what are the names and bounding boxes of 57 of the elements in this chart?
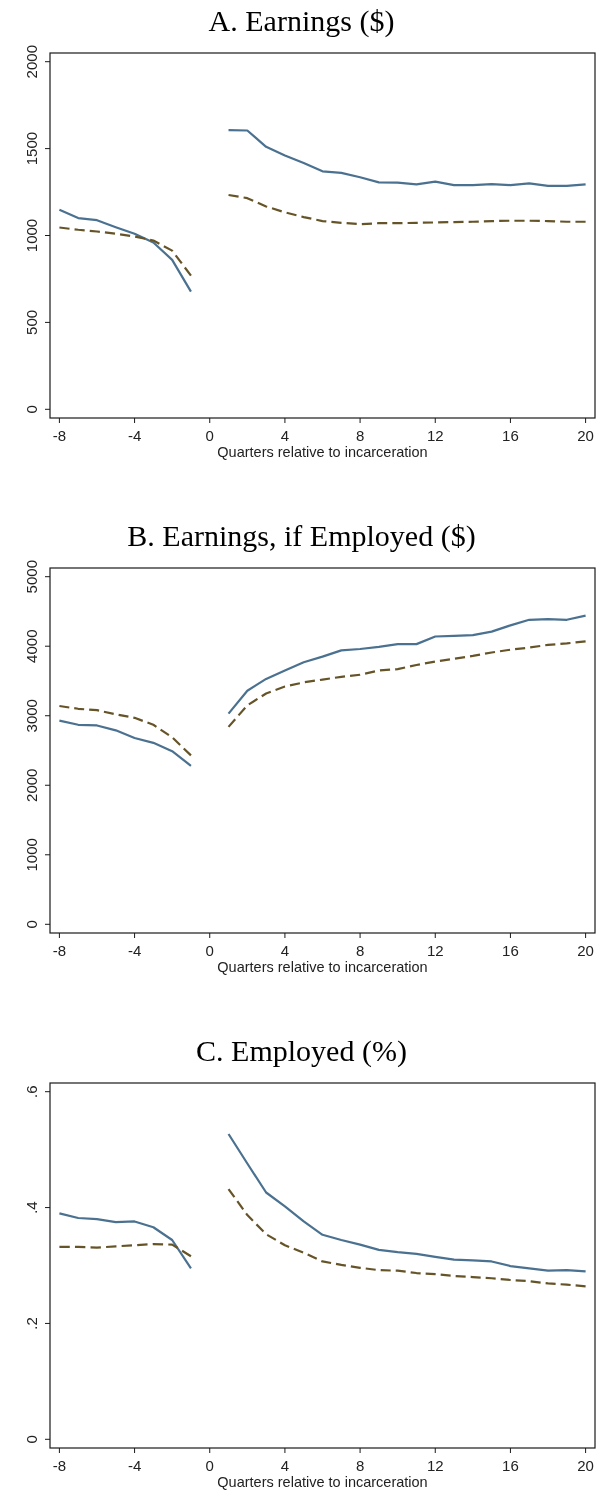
x-tick-label: -4 — [127, 942, 142, 960]
y-tick-label: 1000 — [23, 838, 41, 872]
x-tick-label: 4 — [280, 427, 290, 445]
x-tick-label: 16 — [502, 942, 519, 960]
chart-title: C. Employed (%) — [196, 1034, 407, 1068]
x-tick-label: 0 — [205, 427, 214, 445]
y-tick-label: .2 — [23, 1317, 41, 1330]
line-series — [58, 208, 193, 293]
line-series — [227, 640, 587, 728]
x-tick-label: 8 — [355, 1457, 365, 1475]
y-tick-label: 0 — [23, 405, 41, 414]
x-tick-label: 4 — [280, 1457, 290, 1475]
x-tick-label: 8 — [355, 942, 365, 960]
line-series — [58, 1212, 193, 1270]
x-tick-label: 0 — [205, 942, 214, 960]
x-tick-label: 4 — [280, 942, 290, 960]
x-axis-title: Quarters relative to incarceration — [217, 444, 428, 461]
line-series — [58, 704, 193, 757]
x-tick-label: 16 — [502, 427, 519, 445]
x-tick-label: -8 — [52, 1457, 67, 1475]
y-tick-label: 1500 — [23, 131, 41, 166]
y-tick-label: 0 — [23, 920, 41, 929]
line-series — [227, 1187, 587, 1288]
y-tick-label: 5000 — [23, 560, 41, 594]
y-tick-label: 1000 — [23, 218, 41, 253]
x-tick-label: -8 — [52, 942, 67, 960]
y-tick-label: 4000 — [23, 629, 41, 663]
x-tick-label: 20 — [577, 427, 594, 445]
x-tick-label: -4 — [127, 1457, 142, 1475]
x-tick-label: 12 — [426, 427, 444, 445]
line-series — [227, 193, 587, 226]
y-tick-label: 500 — [23, 309, 41, 335]
x-axis-title: Quarters relative to incarceration — [217, 959, 428, 976]
x-tick-label: 0 — [205, 1457, 214, 1475]
x-tick-label: 8 — [355, 427, 365, 445]
y-tick-label: 2000 — [23, 768, 41, 802]
chart-title: A. Earnings ($) — [208, 4, 395, 38]
x-axis-title: Quarters relative to incarceration — [217, 1474, 428, 1491]
x-tick-label: -8 — [52, 427, 67, 445]
x-tick-label: 20 — [577, 1457, 594, 1475]
x-tick-label: -4 — [127, 427, 142, 445]
x-tick-label: 16 — [502, 1457, 519, 1475]
y-tick-label: .4 — [23, 1201, 41, 1214]
y-tick-label: 2000 — [23, 45, 41, 79]
line-series — [58, 226, 193, 277]
x-tick-label: 12 — [426, 1457, 444, 1475]
line-series — [227, 1132, 587, 1273]
line-series — [227, 614, 587, 715]
chart-title: B. Earnings, if Employed ($) — [127, 519, 476, 553]
x-tick-label: 20 — [577, 942, 594, 960]
x-tick-label: 12 — [426, 942, 444, 960]
y-tick-label: .6 — [23, 1085, 41, 1098]
line-series — [58, 719, 193, 767]
y-tick-label: 3000 — [23, 699, 41, 733]
y-tick-label: 0 — [23, 1435, 41, 1444]
line-series — [58, 1242, 193, 1258]
line-series — [227, 129, 587, 188]
